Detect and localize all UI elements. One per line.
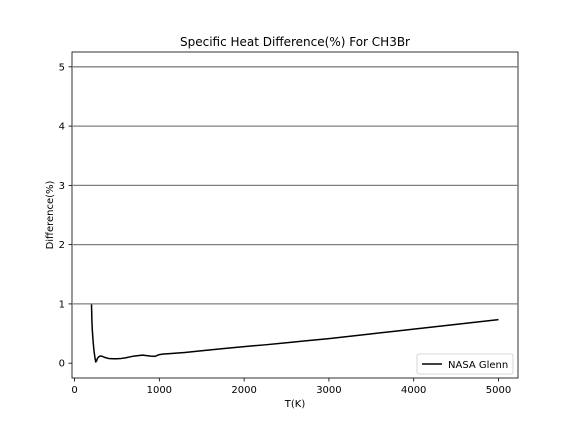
y-tick-label: 3: [59, 181, 65, 192]
series-layer: [90, 304, 499, 363]
reference-lines: [72, 66, 518, 305]
y-axis-label: Difference(%): [45, 180, 56, 249]
y-axis-ticks: 0 1 2 3 4 5: [59, 62, 72, 370]
x-tick-label: 0: [71, 385, 77, 396]
x-axis-label: T(K): [284, 399, 306, 410]
legend-box: [416, 353, 514, 375]
x-tick-label: 4000: [401, 385, 426, 396]
y-tick-label: 4: [59, 122, 65, 133]
x-tick-label: 3000: [316, 385, 341, 396]
y-tick-label: 5: [59, 62, 65, 73]
plot-frame: [71, 51, 519, 379]
legend-label: NASA Glenn: [448, 360, 508, 371]
x-tick-label: 1000: [147, 385, 172, 396]
x-tick-label: 2000: [231, 385, 256, 396]
legend: NASA Glenn: [416, 353, 514, 375]
x-tick-label: 5000: [486, 385, 511, 396]
chart-title: Specific Heat Difference(%) For CH3Br: [180, 35, 410, 49]
y-tick-label: 2: [59, 240, 65, 251]
series-line: [90, 304, 499, 363]
y-tick-label: 0: [59, 359, 65, 370]
y-tick-label: 1: [59, 299, 65, 310]
x-axis-ticks: 0 1000 2000 3000 4000 5000: [71, 378, 511, 396]
